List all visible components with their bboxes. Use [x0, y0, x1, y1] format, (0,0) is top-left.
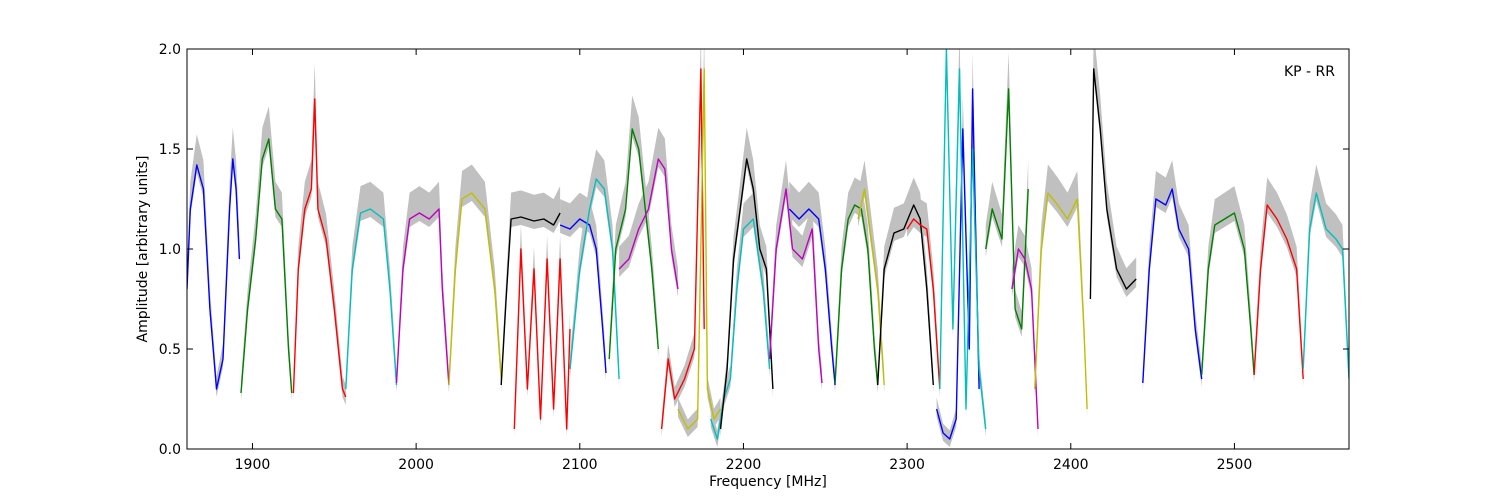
- series-line-2: [292, 98, 347, 398]
- background-envelope-31: [1303, 164, 1349, 387]
- series-line-26: [1034, 192, 1088, 410]
- series-line-6: [500, 212, 561, 386]
- series-line-30: [1253, 204, 1304, 380]
- y-tick-label: 2.0: [159, 42, 181, 58]
- x-tick-label: 2200: [726, 457, 762, 473]
- series-line-25: [1011, 248, 1039, 430]
- chart-annotation: KP - RR: [1284, 64, 1335, 80]
- series-line-22: [935, 88, 980, 440]
- background-envelope-16: [769, 160, 822, 391]
- background-envelope-6: [501, 186, 561, 393]
- series-line-8: [559, 218, 607, 374]
- y-tick-label: 0.5: [159, 342, 181, 358]
- series-line-31: [1302, 192, 1349, 380]
- series-line-4: [395, 208, 450, 386]
- background-envelope-7: [514, 225, 570, 437]
- background-envelope-24: [985, 52, 1029, 337]
- y-tick-label: 0.0: [159, 442, 181, 458]
- series-line-17: [788, 208, 836, 386]
- series-line-20: [877, 204, 934, 386]
- series-line-11: [618, 158, 679, 290]
- series-line-0: [187, 158, 241, 390]
- x-tick-label: 2500: [1217, 457, 1253, 473]
- series-line-18: [834, 204, 879, 386]
- series-line-19: [857, 188, 885, 386]
- series-line-27: [1089, 68, 1137, 300]
- x-tick-label: 2000: [398, 457, 434, 473]
- series-line-9: [569, 178, 620, 380]
- y-tick-label: 1.5: [159, 142, 181, 158]
- x-tick-label: 2100: [562, 457, 598, 473]
- background-envelope-25: [1011, 225, 1038, 437]
- x-axis-label: Frequency [MHz]: [709, 474, 827, 490]
- background-envelope-5: [448, 164, 502, 393]
- background-envelope-18: [835, 177, 878, 393]
- background-envelope-12: [661, 49, 705, 437]
- series-line-7: [513, 248, 571, 430]
- background-envelope-30: [1254, 177, 1304, 387]
- background-envelope-19: [858, 160, 885, 393]
- series-line-29: [1201, 212, 1255, 376]
- background-envelope-10: [609, 95, 659, 368]
- y-tick-label: 1.0: [159, 242, 181, 258]
- background-envelope-17: [789, 181, 836, 393]
- series-line-28: [1142, 188, 1203, 384]
- series-line-1: [240, 138, 293, 394]
- background-envelope-8: [560, 192, 606, 381]
- series-line-24: [985, 88, 1029, 330]
- x-tick-label: 2300: [889, 457, 925, 473]
- x-tick-label: 2400: [1053, 457, 1089, 473]
- series-line-13: [677, 68, 722, 430]
- background-envelope-26: [1034, 164, 1088, 417]
- series-line-10: [608, 128, 659, 360]
- background-envelope-20: [877, 177, 934, 393]
- series-line-16: [768, 188, 823, 384]
- plot-frame-bg: [187, 49, 1349, 449]
- series-line-21: [906, 218, 941, 390]
- series-line-5: [448, 192, 502, 386]
- y-axis: 0.0 0.5 1.0 1.5 2.0: [159, 42, 1349, 458]
- series-line-14: [710, 218, 771, 440]
- y-axis-label: Amplitude [arbitrary units]: [135, 156, 151, 343]
- x-tick-label: 1900: [235, 457, 271, 473]
- series-line-23: [939, 49, 987, 430]
- series-line-3: [345, 208, 398, 390]
- series-line-15: [719, 158, 774, 430]
- background-envelope-11: [619, 127, 678, 297]
- x-axis: 1900 2000 2100 2200 2300 2400 2500: [235, 49, 1253, 473]
- plot-area: [186, 48, 1350, 450]
- series-group: [187, 49, 1349, 447]
- series-line-12: [660, 68, 705, 430]
